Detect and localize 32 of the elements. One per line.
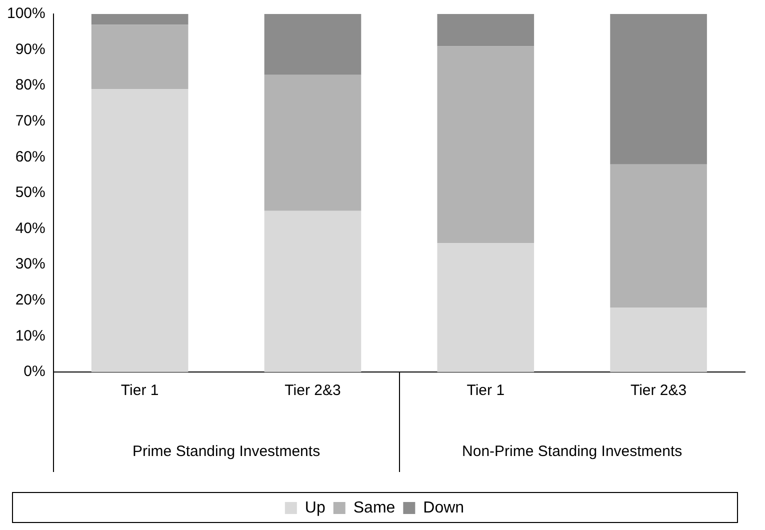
bar	[610, 308, 707, 372]
y-tick-label: 60%	[15, 148, 46, 166]
y-tick-label: 40%	[15, 220, 46, 237]
legend-label: Down	[423, 499, 464, 516]
y-tick-label: 30%	[15, 256, 46, 273]
bar	[91, 89, 188, 372]
y-tick-label: 80%	[15, 76, 46, 94]
y-tick-label: 100%	[6, 5, 46, 22]
y-tick-label: 50%	[15, 184, 46, 202]
bar	[264, 210, 362, 372]
bar	[437, 46, 534, 244]
bar	[437, 243, 534, 372]
bar	[610, 14, 707, 164]
bar	[264, 14, 362, 75]
bar	[610, 164, 707, 308]
x-tick-label: Tier 1	[466, 382, 505, 400]
x-tick-label: Tier 2&3	[630, 382, 687, 400]
bar	[91, 24, 188, 90]
text: Non-Prime Standing Investments	[462, 443, 682, 460]
text: Prime Standing Investments	[132, 443, 320, 460]
legend-label: Up	[304, 499, 326, 516]
y-tick-label: 70%	[15, 112, 46, 130]
x-tick-label: Tier 2&3	[284, 382, 341, 400]
y-tick-label: 90%	[15, 40, 46, 58]
bar	[91, 14, 188, 25]
x-tick-label: Tier 1	[120, 382, 159, 400]
y-tick-label: 10%	[15, 327, 46, 344]
y-tick-label: 20%	[15, 292, 46, 309]
bar	[264, 74, 362, 211]
bar	[437, 14, 534, 46]
legend-label: Same	[353, 499, 396, 516]
y-tick-label: 0%	[24, 363, 46, 380]
